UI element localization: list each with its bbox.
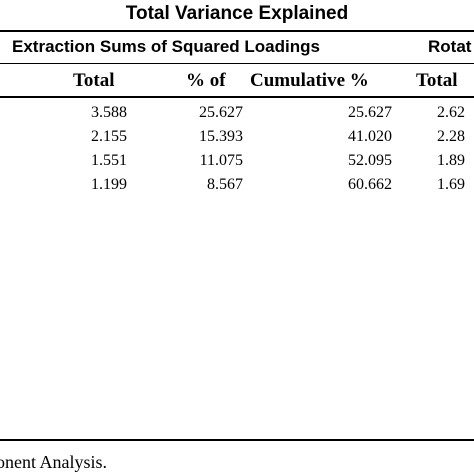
footnote: onent Analysis. <box>0 452 107 472</box>
cell-percent: 25.627 <box>199 104 243 121</box>
cell-cumulative: 25.627 <box>348 104 392 121</box>
top-rule <box>0 30 474 32</box>
column-header-cumulative: Cumulative % <box>250 70 369 91</box>
cell-rotation-total: 1.89 <box>437 152 465 169</box>
cell-total: 1.551 <box>91 152 127 169</box>
extraction-group-header: Extraction Sums of Squared Loadings <box>12 37 320 56</box>
cell-total: 3.588 <box>91 104 127 121</box>
bottom-rule <box>0 439 474 441</box>
cell-rotation-total: 1.69 <box>437 176 465 193</box>
cell-cumulative: 52.095 <box>348 152 392 169</box>
column-header-total: Total <box>73 70 115 91</box>
cell-cumulative: 41.020 <box>348 128 392 145</box>
cell-rotation-total: 2.62 <box>437 104 465 121</box>
cell-percent: 11.075 <box>199 152 243 169</box>
cell-total: 1.199 <box>91 176 127 193</box>
group-rule <box>0 63 474 64</box>
header-rule <box>0 96 474 98</box>
cell-percent: 8.567 <box>207 176 243 193</box>
rotation-group-header: Rotat <box>428 37 472 56</box>
column-header-percent: % of <box>186 70 226 91</box>
cell-rotation-total: 2.28 <box>437 128 465 145</box>
cell-total: 2.155 <box>91 128 127 145</box>
cell-percent: 15.393 <box>199 128 243 145</box>
cell-cumulative: 60.662 <box>348 176 392 193</box>
table-title: Total Variance Explained <box>125 3 349 24</box>
column-header-rotation-total: Total <box>416 70 458 91</box>
